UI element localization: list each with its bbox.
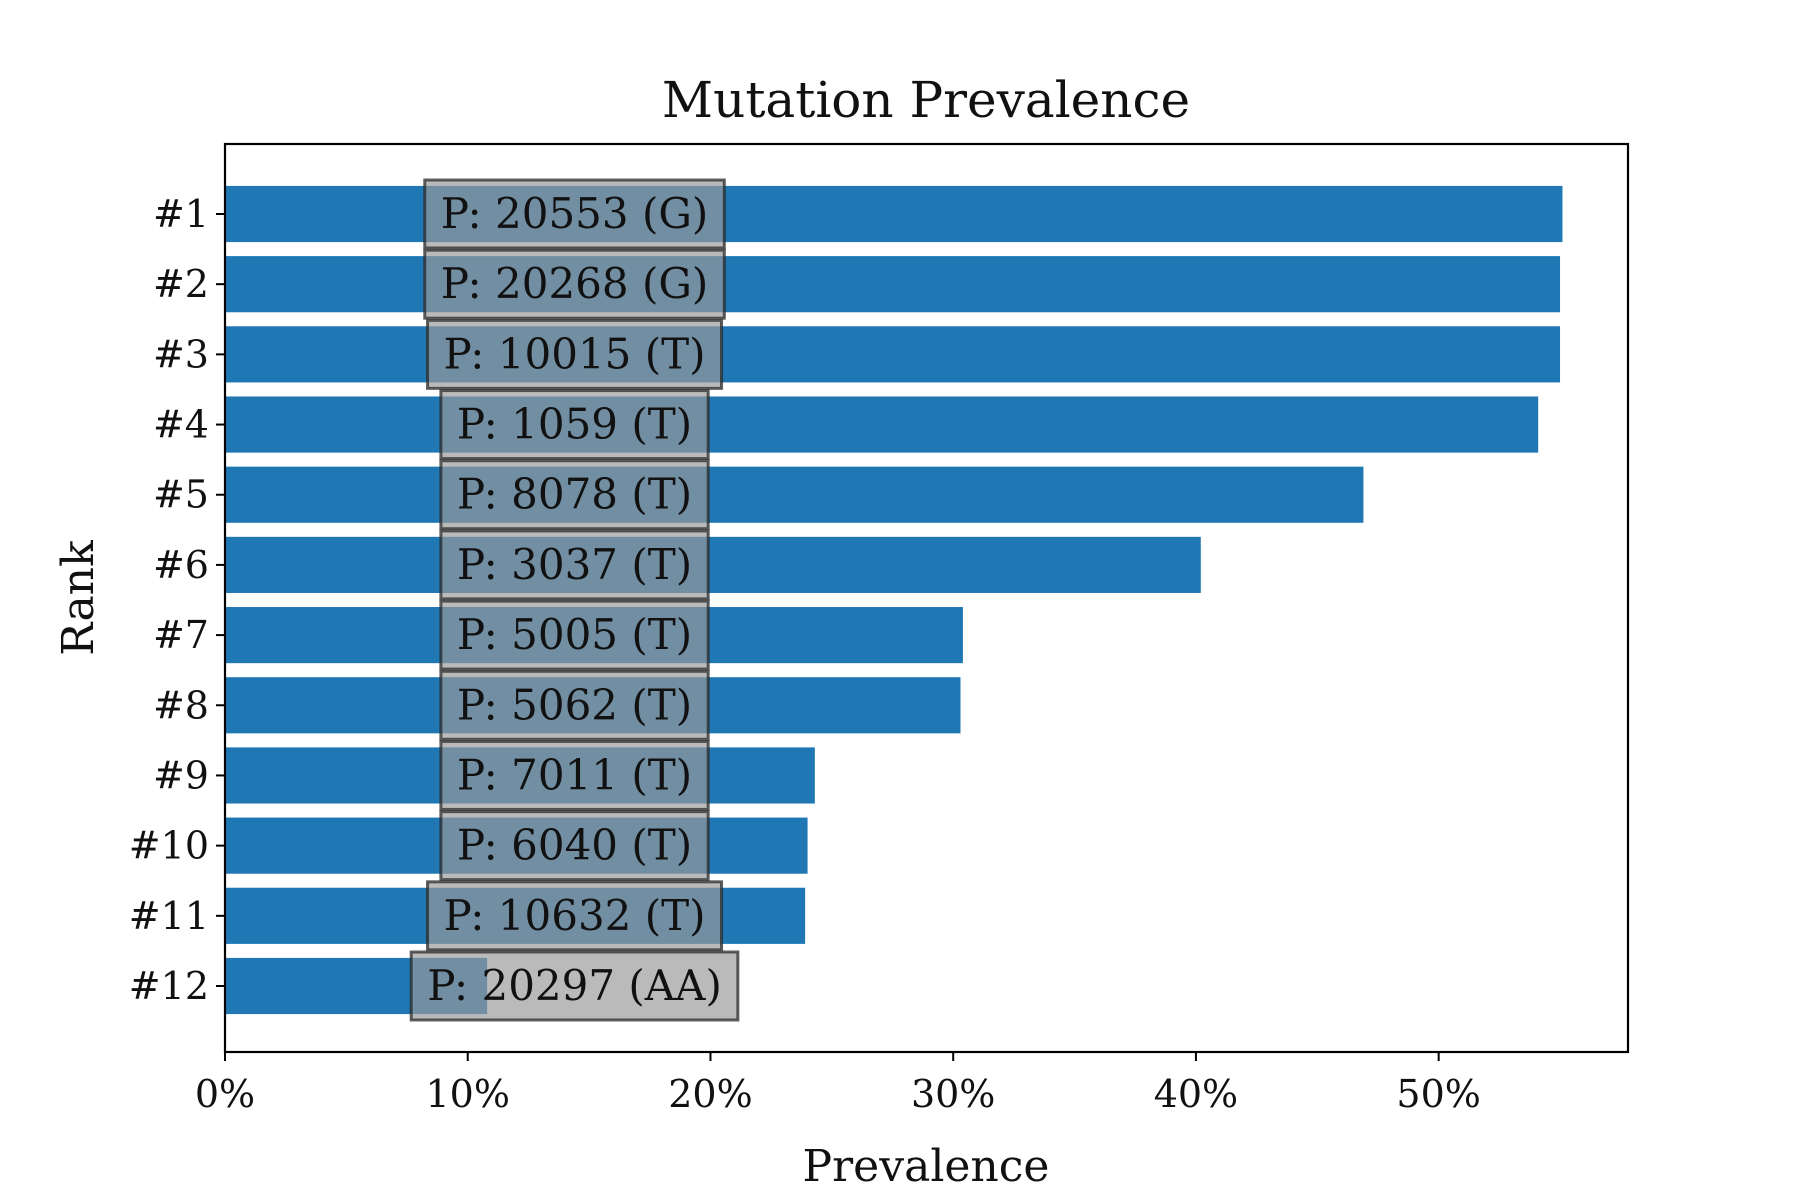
x-axis-label: Prevalence <box>803 1141 1050 1192</box>
y-axis-label: Rank <box>53 540 104 656</box>
annotation-label: P: 7011 (T) <box>457 750 692 799</box>
annotation-box <box>439 669 710 741</box>
x-tick-label: 20% <box>668 1072 752 1116</box>
x-axis: 0% 10% 20% 30% 40% 50% <box>195 1052 1481 1116</box>
y-axis: #1 #2 #3 #4 #5 #6 #7 #8 #9 #10 #11 #12 <box>129 192 225 1008</box>
bar-annotation: P: 7011 (T) <box>439 739 710 811</box>
y-tick-label: #4 <box>153 403 209 447</box>
x-tick-label: 10% <box>425 1072 509 1116</box>
y-tick-label: #6 <box>153 543 209 587</box>
bar-annotation: P: 1059 (T) <box>439 389 710 461</box>
x-tick-label: 0% <box>195 1072 255 1116</box>
annotation-box <box>439 529 710 601</box>
annotation-box <box>439 739 710 811</box>
annotation-label: P: 3037 (T) <box>457 540 692 589</box>
annotation-box <box>439 599 710 671</box>
annotation-label: P: 8078 (T) <box>457 470 692 519</box>
annotation-label: P: 20297 (AA) <box>427 961 722 1010</box>
y-tick-label: #12 <box>129 964 209 1008</box>
annotation-box <box>423 248 726 320</box>
chart-title: Mutation Prevalence <box>662 71 1190 129</box>
bar <box>225 536 1201 593</box>
annotation-box <box>439 389 710 461</box>
y-tick-label: #2 <box>153 262 209 306</box>
annotation-label: P: 5062 (T) <box>457 680 692 729</box>
bar-annotation: P: 6040 (T) <box>439 810 710 882</box>
y-tick-label: #7 <box>153 613 209 657</box>
annotation-box <box>426 880 724 952</box>
bar <box>225 466 1364 523</box>
bar-annotation: P: 8078 (T) <box>439 459 710 531</box>
bar <box>225 326 1561 383</box>
bar-annotation: P: 20268 (G) <box>423 248 726 320</box>
plot-area-frame <box>223 142 1630 1054</box>
bar-annotation: P: 10015 (T) <box>426 318 724 390</box>
annotation-box <box>409 950 740 1022</box>
y-tick-label: #11 <box>129 894 209 938</box>
bar-annotation: P: 10632 (T) <box>426 880 724 952</box>
annotation-label: P: 6040 (T) <box>457 821 692 870</box>
annotation-box <box>439 810 710 882</box>
annotation-box <box>439 459 710 531</box>
x-tick-label: 50% <box>1396 1072 1480 1116</box>
annotation-label: P: 20553 (G) <box>441 189 709 238</box>
annotation-label: P: 5005 (T) <box>457 610 692 659</box>
bar-annotation: P: 20297 (AA) <box>409 950 740 1022</box>
x-tick-label: 30% <box>911 1072 995 1116</box>
bar-annotation: P: 5005 (T) <box>439 599 710 671</box>
bar-annotation: P: 20553 (G) <box>423 178 726 250</box>
y-tick-label: #1 <box>153 192 209 236</box>
annotation-box <box>423 178 726 250</box>
annotation-label: P: 20268 (G) <box>441 259 709 308</box>
bar <box>225 396 1539 453</box>
annotation-box <box>426 318 724 390</box>
bar-annotation-layer: P: 20553 (G) P: 20268 (G) P: 10015 (T) P: 1… <box>409 178 740 1022</box>
bar-annotation: P: 5062 (T) <box>439 669 710 741</box>
y-tick-label: #8 <box>153 683 209 727</box>
y-tick-label: #3 <box>153 332 209 376</box>
y-tick-label: #9 <box>153 753 209 797</box>
annotation-label: P: 10015 (T) <box>444 329 706 378</box>
annotation-label: P: 10632 (T) <box>444 891 706 940</box>
annotation-label: P: 1059 (T) <box>457 400 692 449</box>
bar-annotation: P: 3037 (T) <box>439 529 710 601</box>
y-tick-label: #5 <box>153 473 209 517</box>
y-tick-label: #10 <box>129 824 209 868</box>
x-tick-label: 40% <box>1154 1072 1238 1116</box>
